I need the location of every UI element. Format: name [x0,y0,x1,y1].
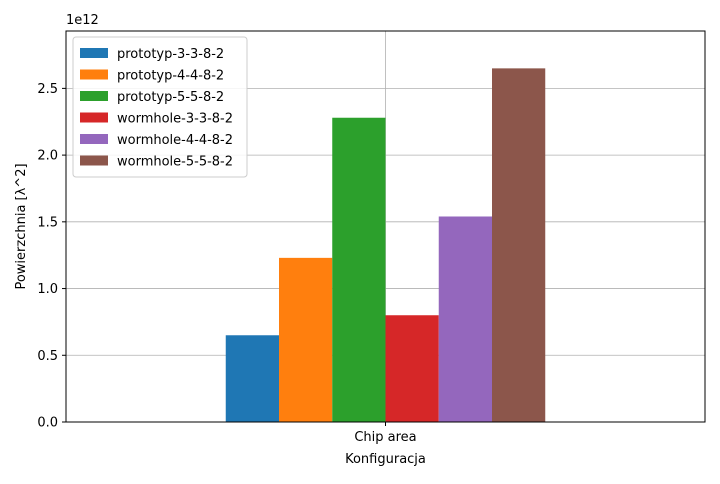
legend-label: wormhole-3-3-8-2 [117,112,233,127]
y-tick-label: 2.5 [37,82,58,97]
legend-swatch [80,69,108,80]
bar-wormhole-4-4-8-2 [438,216,492,422]
legend-swatch [80,48,108,58]
y-tick-label: 0.5 [37,349,58,364]
legend-label: prototyp-3-3-8-2 [117,47,224,62]
y-tick-label: 2.0 [37,149,58,164]
bar-prototyp-5-5-8-2 [332,117,386,423]
axes-layer: 0.0 0.5 1.0 1.5 2.0 2.5 Chip area [37,82,416,445]
legend-label: prototyp-5-5-8-2 [117,90,224,105]
legend-box [72,36,248,178]
legend-swatch [80,91,108,101]
y-axis-label: Powierzchnia [λ^2] [14,163,29,289]
bar-prototyp-3-3-8-2 [225,335,279,422]
y-tick-label: 1.0 [37,282,58,297]
legend-label: wormhole-5-5-8-2 [117,155,233,170]
legend-swatch [80,134,108,144]
bars-layer [225,68,546,423]
legend: prototyp-3-3-8-2 prototyp-4-4-8-2 prototyp… [72,36,248,178]
legend-label: wormhole-4-4-8-2 [117,133,233,148]
y-tick-label: 0.0 [37,416,58,431]
x-axis-label: Konfiguracja [345,452,426,467]
bar-wormhole-5-5-8-2 [492,68,546,423]
y-scale-label: 1e12 [66,13,99,28]
legend-swatch [80,112,108,123]
legend-label: prototyp-4-4-8-2 [117,69,224,84]
legend-swatch [80,155,108,166]
x-tick-label: Chip area [354,430,416,445]
bar-prototyp-4-4-8-2 [279,257,333,422]
y-tick-label: 1.5 [37,215,58,230]
bar-wormhole-3-3-8-2 [385,315,439,422]
